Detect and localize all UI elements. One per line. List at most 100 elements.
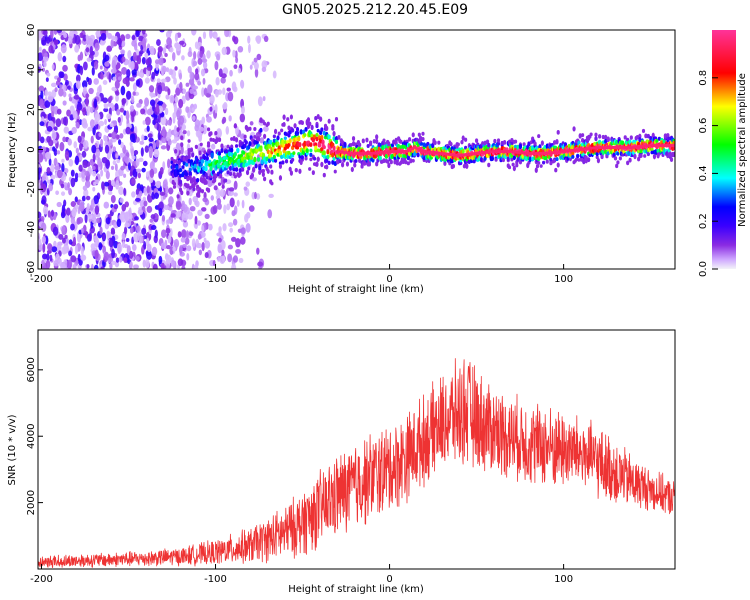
noise-cell	[63, 126, 70, 134]
signal-cell	[220, 147, 224, 153]
noise-cell	[60, 44, 67, 54]
noise-cell	[139, 140, 145, 145]
signal-cell	[337, 134, 341, 140]
noise-cell	[99, 40, 106, 46]
noise-cell	[179, 246, 183, 255]
noise-cell	[60, 262, 66, 269]
noise-cell	[133, 264, 139, 269]
spectrogram-xtick: -100	[204, 264, 227, 285]
signal-cell	[172, 159, 177, 164]
signal-cell	[203, 150, 207, 155]
spectrogram-xtick-label: 0	[386, 274, 392, 285]
signal-cell	[269, 139, 273, 145]
noise-cell	[230, 236, 237, 242]
noise-cell	[221, 249, 225, 256]
signal-cell	[437, 140, 441, 145]
signal-cell	[333, 169, 337, 174]
noise-cell	[61, 237, 66, 244]
signal-cell	[309, 157, 313, 162]
noise-cell	[111, 35, 115, 41]
signal-cell	[244, 140, 248, 145]
noise-cell	[149, 47, 155, 56]
signal-cell	[326, 154, 330, 160]
noise-cell	[216, 198, 222, 205]
signal-cell	[202, 165, 206, 171]
noise-cell	[93, 98, 98, 108]
noise-cell	[166, 219, 172, 224]
noise-cell	[124, 211, 130, 222]
signal-cell	[263, 133, 267, 139]
signal-cell	[601, 149, 605, 156]
noise-cell	[213, 185, 218, 191]
signal-cell	[252, 148, 256, 154]
noise-cell	[220, 73, 227, 79]
signal-cell	[204, 166, 208, 172]
noise-cell	[173, 238, 180, 248]
signal-cell	[576, 154, 580, 159]
noise-cell	[67, 138, 72, 146]
signal-cell	[377, 142, 381, 148]
signal-cell	[406, 161, 410, 166]
signal-cell	[253, 139, 257, 145]
noise-cell	[156, 39, 161, 47]
signal-cell	[276, 135, 280, 141]
chart-title: GN05.2025.212.20.45.E09	[281, 2, 469, 18]
noise-cell	[81, 171, 86, 179]
noise-cell	[83, 189, 89, 197]
colorbar-gradient	[712, 30, 736, 269]
noise-cell	[131, 112, 135, 123]
signal-cell	[518, 143, 523, 150]
signal-cell	[606, 151, 610, 156]
signal-cell	[320, 161, 324, 168]
noise-cell	[227, 91, 234, 102]
noise-cell	[104, 144, 110, 154]
noise-cell	[59, 141, 65, 152]
signal-cell	[584, 158, 588, 164]
noise-cell	[262, 96, 266, 102]
noise-cell	[255, 35, 262, 43]
noise-cell	[150, 224, 157, 231]
noise-cell	[182, 243, 187, 248]
noise-cell	[134, 216, 139, 221]
noise-cell	[227, 253, 233, 263]
noise-cell	[61, 158, 65, 163]
signal-cell	[365, 137, 369, 143]
noise-cell	[81, 150, 87, 158]
noise-cell	[197, 57, 203, 65]
noise-cell	[229, 69, 233, 77]
signal-cell	[261, 168, 265, 173]
noise-cell	[175, 201, 182, 210]
noise-cell	[52, 226, 59, 236]
signal-cell	[281, 139, 285, 145]
noise-cell	[246, 211, 251, 219]
spectrogram-ytick: 20	[26, 103, 43, 116]
signal-cell	[191, 152, 195, 158]
signal-cell	[368, 140, 373, 145]
noise-cell	[101, 156, 108, 164]
signal-cell	[594, 136, 598, 142]
noise-cell	[131, 34, 136, 41]
noise-cell	[129, 133, 136, 143]
noise-cell	[216, 202, 222, 210]
signal-cell	[515, 163, 519, 168]
noise-cell	[180, 206, 186, 211]
noise-cell	[106, 230, 110, 237]
signal-cell	[273, 158, 278, 163]
signal-cell	[174, 148, 178, 154]
signal-cell	[411, 158, 415, 163]
noise-cell	[231, 81, 237, 92]
noise-cell	[208, 223, 213, 231]
noise-cell	[144, 52, 149, 58]
noise-cell	[141, 227, 147, 235]
noise-cell	[202, 77, 206, 85]
signal-cell	[261, 152, 265, 157]
snr-xtick: -200	[30, 564, 53, 585]
noise-cell	[110, 230, 116, 235]
noise-cell	[167, 234, 172, 244]
signal-cell	[304, 156, 308, 161]
signal-cell	[650, 147, 654, 152]
noise-cell	[223, 204, 227, 215]
noise-cell	[93, 264, 99, 269]
noise-cell	[70, 169, 75, 177]
noise-cell	[129, 77, 135, 82]
